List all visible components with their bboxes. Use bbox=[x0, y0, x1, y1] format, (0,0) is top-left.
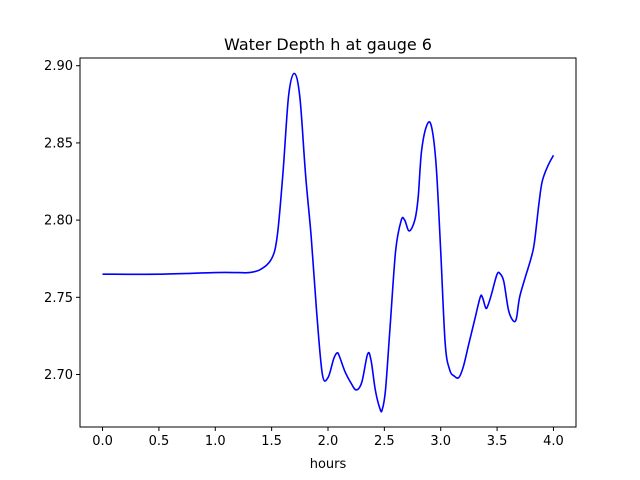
y-tick-label: 2.90 bbox=[44, 59, 73, 74]
x-tick-label: 2.5 bbox=[374, 434, 395, 449]
x-tick-label: 1.0 bbox=[205, 434, 226, 449]
y-tick-label: 2.70 bbox=[44, 368, 73, 383]
y-tick-label: 2.85 bbox=[44, 136, 73, 151]
x-tick-label: 1.5 bbox=[261, 434, 282, 449]
y-axis: 2.70 2.75 2.80 2.85 2.90 bbox=[44, 59, 80, 383]
chart-title: Water Depth h at gauge 6 bbox=[224, 35, 432, 54]
y-tick-label: 2.80 bbox=[44, 214, 73, 229]
x-tick-label: 3.0 bbox=[430, 434, 451, 449]
series-line-0 bbox=[102, 72, 555, 413]
x-tick-label: 0.0 bbox=[92, 434, 113, 449]
plot-area bbox=[102, 72, 555, 413]
x-axis: 0.0 0.5 1.0 1.5 2.0 2.5 3.0 3.5 4.0 bbox=[92, 427, 564, 449]
x-tick-label: 2.0 bbox=[318, 434, 339, 449]
x-axis-label: hours bbox=[310, 457, 347, 472]
x-tick-label: 0.5 bbox=[149, 434, 170, 449]
x-tick-label: 3.5 bbox=[487, 434, 508, 449]
y-tick-label: 2.75 bbox=[44, 291, 73, 306]
x-tick-label: 4.0 bbox=[543, 434, 564, 449]
plot-frame bbox=[79, 57, 577, 428]
